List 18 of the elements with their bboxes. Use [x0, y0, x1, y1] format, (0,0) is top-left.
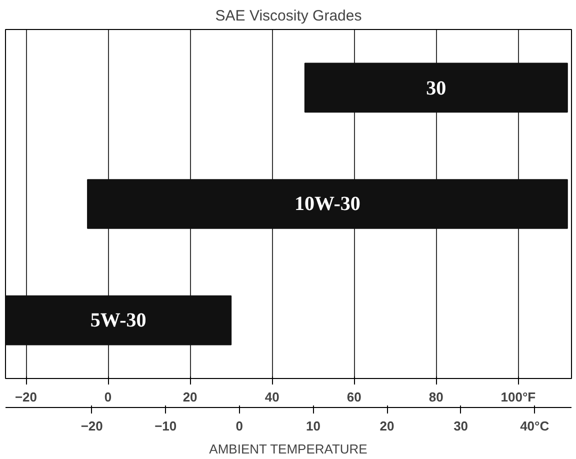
x2-tick-label: −20 — [80, 418, 103, 434]
x-tick-label: 100°F — [500, 390, 536, 404]
x2-tick-label: −10 — [154, 418, 177, 434]
y-tick-label: 5W-30 — [90, 309, 146, 332]
y-tick-label: 10W-30 — [294, 193, 360, 215]
x2-tick-label: 20 — [380, 418, 394, 434]
x2-tick-label: 30 — [454, 418, 468, 434]
x2-tick-label: 10 — [306, 418, 320, 434]
x-tick-label: 20 — [182, 390, 198, 404]
x2-tick-label: 0 — [236, 418, 244, 434]
x2-tick-label: 40°C — [520, 418, 550, 434]
chart-title: SAE Viscosity Grades — [215, 8, 362, 24]
x-tick-label: 0 — [104, 390, 112, 404]
x-tick-label: 80 — [428, 390, 444, 404]
x-tick-label: 40 — [264, 390, 280, 404]
x-tick-label: −20 — [14, 390, 38, 404]
x2-axis-title: AMBIENT TEMPERATURE — [209, 442, 368, 456]
x-tick-label: 60 — [346, 390, 362, 404]
